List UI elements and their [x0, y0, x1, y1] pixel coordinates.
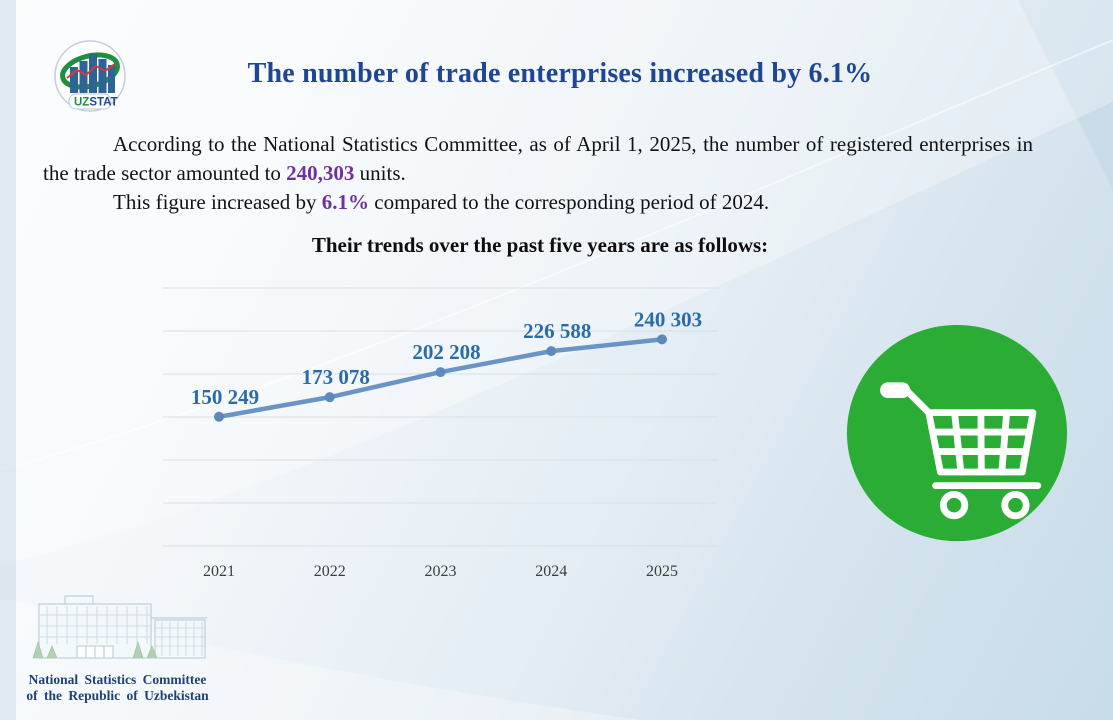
p1-text: According to the National Statistics Com…	[43, 132, 1033, 185]
page-title: The number of trade enterprises increase…	[247, 58, 873, 89]
data-label-2022: 173 078	[302, 365, 370, 389]
logo-trend-line-icon	[66, 63, 116, 79]
logo-bar-chart-icon	[70, 54, 115, 93]
paragraph-growth: This figure increased by 6.1% compared t…	[43, 188, 1033, 217]
organization-name: National Statistics Committee of the Rep…	[5, 672, 230, 704]
data-label-2021: 150 249	[191, 385, 259, 409]
p1-highlight-value: 240,303	[286, 161, 355, 185]
trend-chart-container: 150 249 173 078 202 208 226 588 240 303 2021 2…	[163, 281, 723, 586]
x-axis-label-2025: 2025	[646, 563, 678, 580]
x-axis-label-2023: 2023	[425, 563, 457, 580]
org-name-line1: National Statistics Committee	[28, 672, 207, 687]
trend-chart: 150 249 173 078 202 208 226 588 240 303 2021 2…	[163, 287, 718, 580]
shopping-cart-icon	[880, 382, 1042, 520]
chart-heading: Their trends over the past five years ar…	[311, 233, 769, 257]
shopping-cart-badge	[846, 324, 1068, 542]
p2-highlight-value: 6.1%	[321, 190, 370, 214]
p2-text-after: compared to the corresponding period of …	[369, 190, 770, 214]
data-label-2023: 202 208	[412, 340, 480, 364]
p2-text: This figure increased by	[113, 190, 322, 214]
logo-text-stat: STAT	[89, 97, 117, 109]
logo-text-uz: UZ	[74, 97, 89, 109]
body-text: According to the National Statistics Com…	[43, 130, 1033, 217]
org-name-line2: of the Republic of Uzbekistan	[26, 688, 209, 703]
uzstat-logo: UZSTAT	[54, 40, 126, 112]
data-label-2024: 226 588	[523, 319, 591, 343]
trees-icon	[32, 640, 158, 659]
statistics-committee-building-illustration	[32, 595, 207, 659]
data-label-2025: 240 303	[634, 307, 702, 331]
paragraph-registered-enterprises: According to the National Statistics Com…	[43, 130, 1033, 188]
x-axis-label-2024: 2024	[535, 563, 567, 580]
p1-text-after: units.	[354, 161, 406, 185]
svg-text:UZSTAT: UZSTAT	[74, 97, 118, 109]
x-axis-label-2022: 2022	[314, 563, 346, 580]
x-axis-label-2021: 2021	[203, 563, 235, 580]
